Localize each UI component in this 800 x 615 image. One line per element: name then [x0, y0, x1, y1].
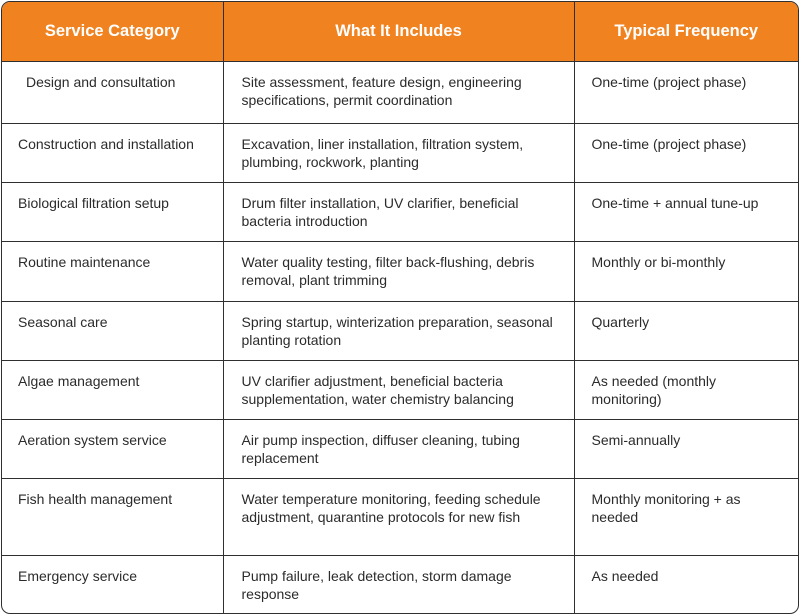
table-row: Construction and installation Excavation…: [2, 123, 798, 183]
cell-category: Emergency service: [2, 555, 224, 613]
cell-frequency: One-time (project phase): [574, 61, 798, 124]
table-row: Emergency service Pump failure, leak det…: [2, 555, 798, 613]
cell-includes: Excavation, liner installation, filtrati…: [223, 123, 575, 183]
cell-frequency: As needed (monthly monitoring): [574, 360, 798, 420]
table-row: Algae management UV clarifier adjustment…: [2, 360, 798, 420]
table-header-row: Service Category What It Includes Typica…: [2, 2, 798, 62]
table-row: Fish health management Water temperature…: [2, 478, 798, 556]
cell-includes: Pump failure, leak detection, storm dama…: [223, 555, 575, 613]
cell-category: Fish health management: [2, 478, 224, 556]
cell-category: Routine maintenance: [2, 241, 224, 302]
cell-category: Seasonal care: [2, 301, 224, 361]
cell-includes: UV clarifier adjustment, beneficial bact…: [223, 360, 575, 420]
cell-frequency: One-time (project phase): [574, 123, 798, 183]
cell-category: Design and consultation: [2, 61, 224, 124]
cell-category: Construction and installation: [2, 123, 224, 183]
cell-category: Aeration system service: [2, 419, 224, 479]
cell-frequency: As needed: [591, 567, 659, 584]
cell-includes: Site assessment, feature design, enginee…: [223, 61, 575, 124]
cell-frequency: Quarterly: [574, 301, 798, 361]
header-typical-frequency: Typical Frequency: [574, 2, 798, 62]
cell-includes: Water temperature monitoring, feeding sc…: [223, 478, 575, 556]
cell-category: Algae management: [2, 360, 224, 420]
cell-includes: Water quality testing, filter back-flush…: [223, 241, 575, 302]
header-service-category: Service Category: [2, 2, 224, 62]
table-row: Aeration system service Air pump inspect…: [2, 419, 798, 479]
cell-category: Biological filtration setup: [2, 182, 224, 242]
cell-frequency: One-time + annual tune-up: [574, 182, 798, 242]
cell-includes: Spring startup, winterization preparatio…: [223, 301, 575, 361]
cell-includes: Air pump inspection, diffuser cleaning, …: [223, 419, 575, 479]
table-row: Biological filtration setup Drum filter …: [2, 182, 798, 242]
cell-frequency: Monthly or bi-monthly: [574, 241, 798, 302]
header-what-it-includes: What It Includes: [223, 2, 575, 62]
table-row: Seasonal care Spring startup, winterizat…: [2, 301, 798, 361]
cell-frequency: Semi-annually: [574, 419, 798, 479]
cell-frequency: Monthly monitoring + as needed: [574, 478, 798, 556]
table-row: Routine maintenance Water quality testin…: [2, 241, 798, 302]
cell-includes: Drum filter installation, UV clarifier, …: [223, 182, 575, 242]
table-row: Design and consultation Site assessment,…: [2, 61, 798, 124]
